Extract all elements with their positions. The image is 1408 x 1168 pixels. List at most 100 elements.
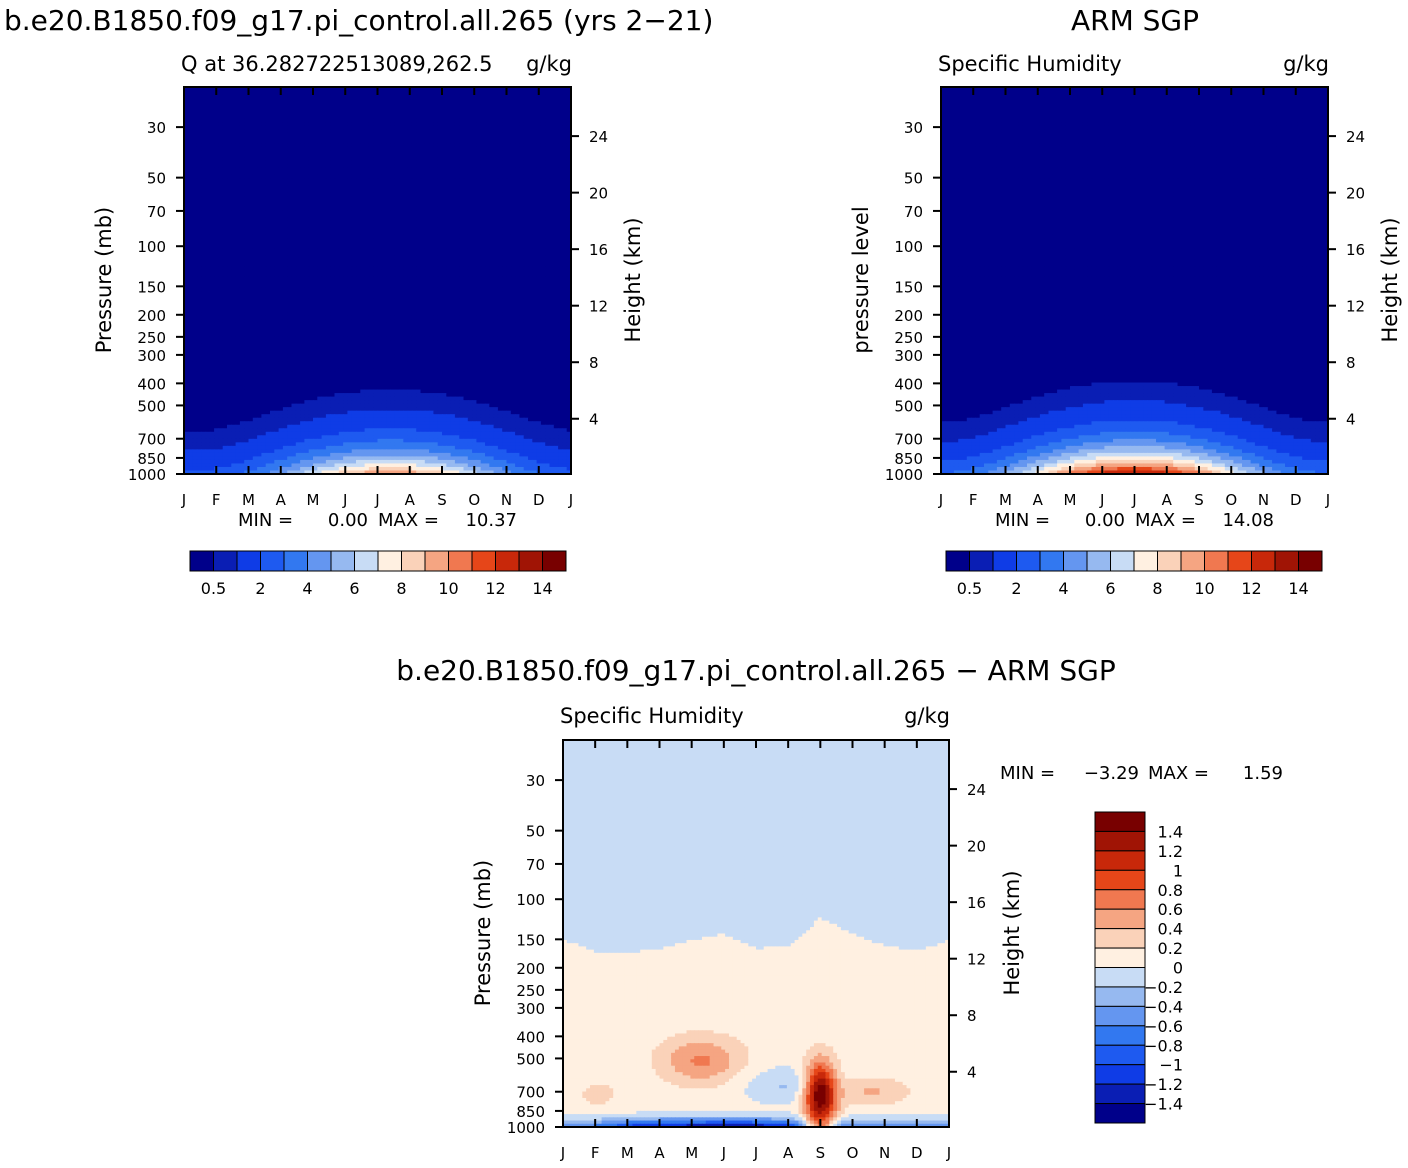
contour-cell	[381, 273, 387, 278]
contour-cell	[274, 160, 280, 165]
contour-cell	[373, 273, 379, 278]
contour-cell	[416, 185, 422, 190]
contour-cell	[411, 136, 417, 141]
contour-cell	[450, 199, 456, 204]
contour-cell	[248, 111, 254, 116]
contour-cell	[196, 174, 202, 180]
contour-cell	[313, 227, 318, 232]
contour-cell	[485, 269, 490, 275]
contour-cell	[244, 227, 250, 232]
contour-cell	[485, 94, 490, 99]
contour-cell	[317, 241, 323, 246]
contour-cell	[347, 210, 353, 215]
contour-cell	[545, 87, 551, 92]
contour-cell	[244, 192, 250, 197]
contour-cell	[437, 227, 443, 232]
contour-cell	[381, 115, 387, 120]
contour-cell	[360, 118, 366, 123]
contour-cell	[330, 199, 336, 204]
contour-cell	[424, 125, 430, 130]
contour-cell	[480, 101, 486, 106]
contour-cell	[248, 150, 254, 155]
contour-cell	[235, 189, 241, 194]
contour-cell	[368, 245, 374, 250]
contour-cell	[497, 90, 503, 95]
contour-cell	[502, 178, 508, 183]
contour-cell	[291, 241, 297, 246]
contour-cell	[235, 231, 241, 236]
contour-cell	[523, 262, 529, 268]
contour-cell	[467, 196, 473, 201]
contour-cell	[291, 97, 297, 102]
contour-cell	[562, 196, 568, 201]
contour-cell	[317, 125, 323, 130]
contour-cell	[257, 171, 262, 176]
contour-cell	[459, 255, 465, 260]
contour-cell	[545, 217, 551, 222]
contour-cell	[351, 90, 357, 95]
contour-cell	[377, 189, 383, 194]
contour-cell	[278, 153, 284, 158]
contour-cell	[394, 196, 400, 201]
contour-cell	[459, 139, 465, 144]
contour-cell	[261, 153, 267, 158]
contour-cell	[235, 125, 241, 130]
contour-cell	[437, 192, 443, 197]
contour-cell	[201, 115, 207, 120]
contour-cell	[209, 143, 215, 148]
contour-cell	[308, 255, 314, 260]
contour-cell	[287, 217, 293, 222]
contour-cell	[394, 203, 400, 208]
contour-cell	[338, 157, 344, 162]
contour-cell	[317, 118, 323, 123]
contour-cell	[515, 143, 520, 148]
contour-cell	[454, 157, 460, 162]
contour-cell	[562, 248, 568, 253]
contour-cell	[304, 255, 310, 260]
contour-cell	[429, 97, 434, 102]
contour-cell	[330, 192, 336, 197]
contour-cell	[205, 241, 211, 246]
contour-cell	[248, 143, 254, 148]
contour-cell	[351, 178, 357, 183]
contour-cell	[558, 262, 563, 268]
contour-cell	[222, 266, 228, 271]
contour-cell	[485, 104, 490, 109]
contour-cell	[184, 178, 189, 183]
contour-cell	[420, 101, 426, 106]
contour-cell	[347, 273, 353, 278]
contour-cell	[454, 245, 460, 250]
contour-cell	[472, 192, 477, 197]
contour-cell	[265, 185, 271, 190]
contour-cell	[459, 146, 465, 151]
contour-cell	[386, 241, 391, 246]
contour-cell	[222, 115, 228, 120]
contour-cell	[420, 122, 426, 127]
contour-cell	[545, 125, 551, 130]
contour-cell	[545, 238, 551, 243]
contour-cell	[347, 224, 353, 229]
contour-cell	[265, 241, 271, 246]
contour-cell	[472, 259, 477, 264]
contour-cell	[558, 196, 563, 201]
contour-cell	[489, 108, 495, 113]
contour-cell	[467, 269, 473, 275]
contour-cell	[454, 90, 460, 95]
contour-cell	[265, 217, 271, 222]
contour-cell	[368, 87, 374, 92]
contour-cell	[506, 217, 512, 222]
contour-cell	[562, 171, 568, 176]
contour-cell	[523, 157, 529, 162]
contour-cell	[424, 153, 430, 158]
contour-cell	[515, 273, 520, 278]
contour-cell	[411, 266, 417, 271]
contour-cell	[218, 164, 224, 169]
contour-cell	[270, 280, 275, 285]
contour-cell	[480, 227, 486, 232]
contour-cell	[420, 234, 426, 239]
contour-cell	[291, 146, 297, 151]
contour-cell	[321, 94, 327, 99]
contour-cell	[566, 248, 571, 253]
contour-cell	[295, 90, 301, 95]
contour-cell	[373, 227, 379, 232]
